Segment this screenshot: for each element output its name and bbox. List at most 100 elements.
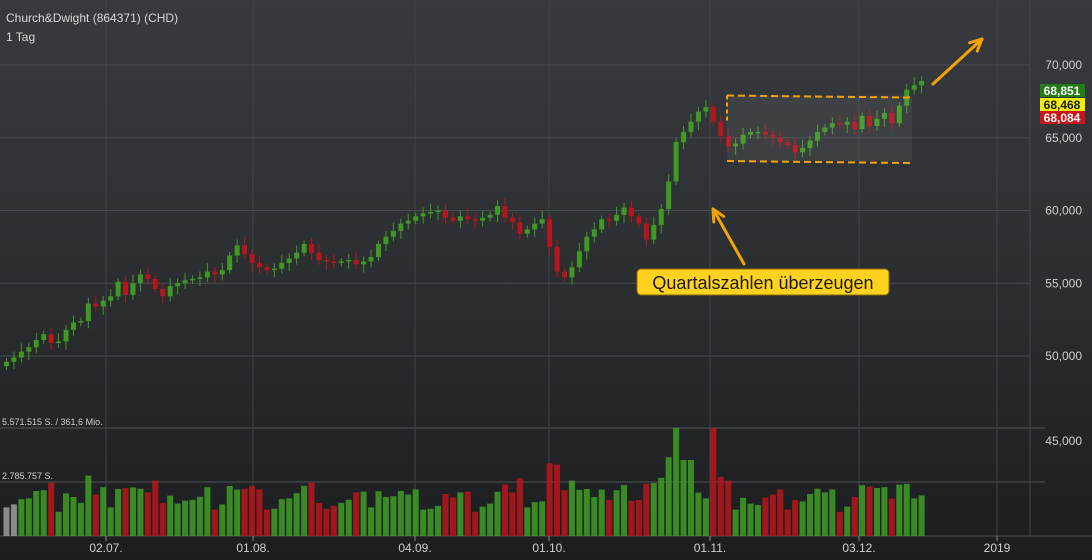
badge-last-bg [1040, 98, 1085, 111]
candle [547, 219, 553, 247]
candle [115, 281, 121, 297]
candle [792, 145, 798, 153]
candle [584, 236, 590, 252]
candle [33, 339, 39, 348]
volume-bar [18, 499, 25, 536]
candle [271, 268, 277, 271]
candle [569, 267, 575, 278]
volume-bar [152, 480, 159, 536]
candle [852, 121, 858, 130]
volume-bar [219, 504, 226, 536]
candle [770, 134, 776, 138]
volume-bar [516, 478, 523, 536]
y-tick-label: 55,000 [1045, 276, 1082, 290]
candle [390, 230, 396, 237]
candle [56, 341, 62, 343]
volume-bar [769, 494, 776, 536]
candle [309, 243, 315, 253]
volume-bar [673, 428, 680, 536]
y-axis-ticks: 45,00050,00055,00060,00065,00070,00075,0… [1045, 58, 1082, 448]
candle [599, 219, 605, 230]
candle [338, 261, 344, 263]
volume-bar [100, 487, 107, 536]
candle [636, 216, 642, 224]
volume-bar [189, 499, 196, 536]
volume-bar [628, 500, 635, 536]
volume-bar [777, 489, 784, 536]
volume-bar [323, 508, 330, 536]
volume-bar [918, 495, 925, 536]
x-tick-label: 03.12. [842, 541, 875, 555]
candle [376, 243, 381, 258]
candle [160, 289, 166, 297]
candle [643, 223, 649, 240]
volume-bar [137, 488, 144, 536]
candle [517, 222, 523, 234]
volume-bar [710, 428, 717, 536]
candle [651, 225, 657, 240]
volume-mid-label: 2.785.757 S. [2, 471, 53, 481]
volume-bar [449, 497, 456, 536]
volume-bar [539, 501, 546, 536]
volume-bar [48, 482, 55, 536]
candle [762, 131, 768, 135]
candle [123, 281, 129, 295]
volume-max-label: 5.571.515 S. / 361,6 Mio. [2, 417, 103, 427]
candle [874, 118, 880, 127]
candle [442, 210, 448, 218]
candle [130, 283, 136, 295]
candle [881, 113, 887, 119]
volume-bar [621, 485, 628, 536]
y-tick-label: 50,000 [1045, 349, 1082, 363]
volume-bar [658, 477, 665, 536]
candle [733, 143, 739, 147]
candle [919, 81, 925, 86]
volume-bar [278, 499, 285, 536]
range-box-fill [727, 95, 912, 162]
badge-low: 68,084 [1044, 111, 1081, 125]
candle [197, 277, 203, 279]
candle [301, 243, 307, 253]
candle [353, 259, 359, 265]
x-tick-label: 01.08. [236, 541, 269, 555]
candle [487, 214, 493, 218]
volume-bar [650, 483, 657, 536]
volume-bar [896, 484, 903, 536]
candle [26, 347, 32, 352]
candle [145, 274, 151, 279]
candle [628, 207, 634, 217]
candle [509, 217, 515, 223]
volume-bar [568, 480, 575, 536]
candle [212, 271, 218, 275]
volume-bar [613, 490, 620, 536]
candle [785, 142, 791, 146]
candle [829, 123, 835, 128]
volume-bar [174, 503, 181, 536]
candle [807, 140, 813, 148]
candle [837, 123, 843, 125]
y-tick-label: 60,000 [1045, 204, 1082, 218]
candle [666, 181, 672, 210]
volume-bar [3, 507, 10, 536]
volume-bar [598, 489, 605, 536]
candle [658, 209, 664, 226]
grid-lines [0, 0, 1092, 537]
volume-bar [63, 493, 70, 536]
x-tick-label: 02.07. [89, 541, 122, 555]
chart-interval: 1 Tag [6, 30, 36, 44]
volume-bar [821, 492, 828, 536]
volume-bar [115, 489, 122, 536]
volume-bar [315, 503, 322, 536]
volume-bar [784, 509, 791, 536]
volume-bar [196, 496, 203, 536]
volume-bar [740, 497, 747, 536]
candle [681, 131, 687, 143]
candle [814, 131, 820, 141]
volume-bar [807, 494, 814, 536]
volume-bar [546, 463, 553, 536]
candle [777, 137, 783, 143]
candle [4, 361, 9, 367]
volume-bar [606, 499, 613, 536]
candle [800, 147, 806, 153]
